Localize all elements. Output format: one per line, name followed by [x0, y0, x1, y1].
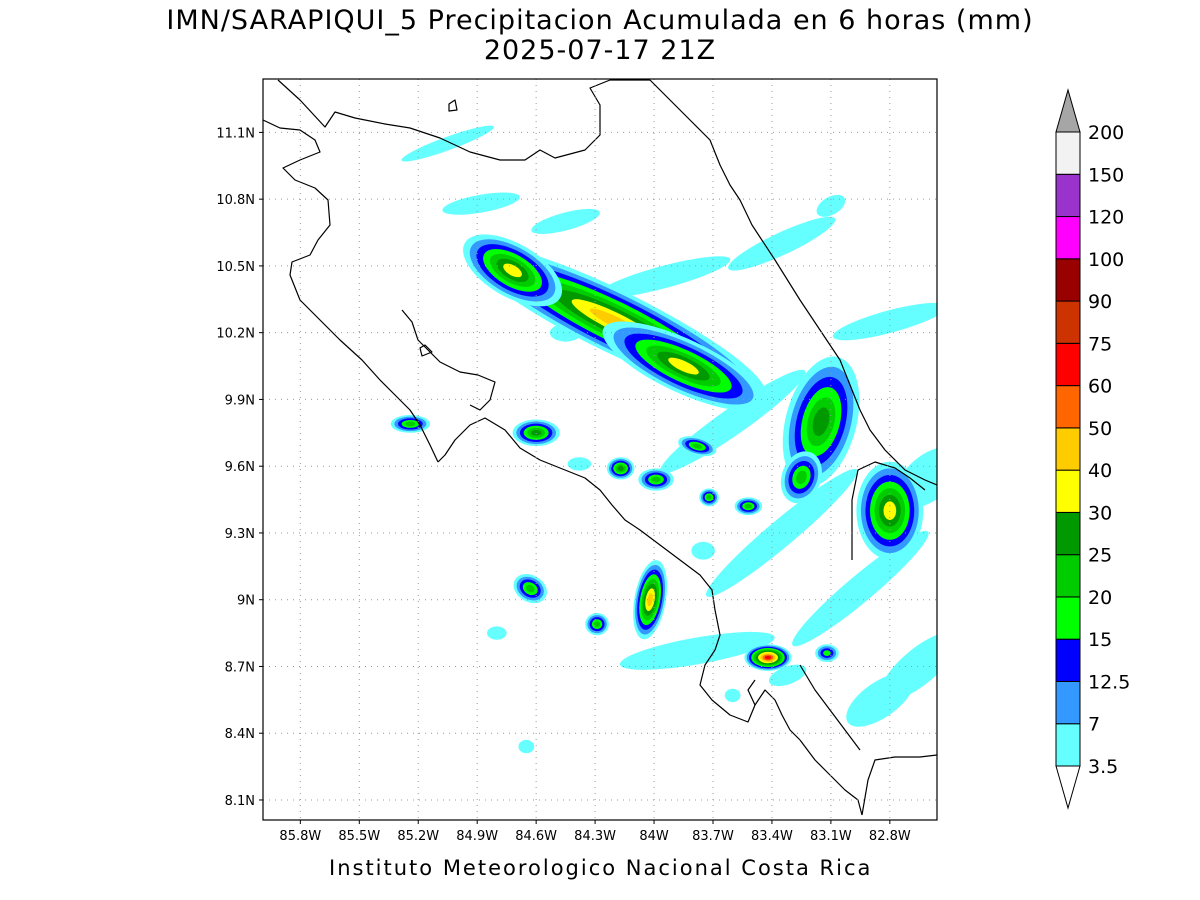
lat-tick-label: 9N — [237, 594, 255, 609]
colorbar-swatch — [1055, 511, 1081, 556]
colorbar-label: 100 — [1088, 249, 1124, 271]
precip-contour — [530, 429, 542, 436]
lat-tick-label: 9.6N — [225, 460, 255, 475]
colorbar-label: 150 — [1088, 164, 1124, 186]
precip-contour — [812, 407, 830, 436]
precip-contour-light — [442, 192, 520, 215]
colorbar-label: 120 — [1088, 207, 1124, 229]
lon-tick-label: 85.2W — [397, 829, 439, 844]
precip-contour — [883, 501, 897, 520]
lat-tick-label: 8.1N — [225, 794, 255, 809]
colorbar-label: 12.5 — [1088, 671, 1130, 693]
lon-tick-label: 84.9W — [456, 829, 498, 844]
colorbar-label: 90 — [1088, 291, 1112, 313]
precip-contour-light — [724, 688, 741, 703]
lat-tick-label: 10.2N — [216, 327, 255, 342]
colorbar-swatch — [1055, 469, 1081, 513]
precip-contour — [503, 263, 522, 278]
colorbar-label: 7 — [1088, 714, 1100, 736]
precip-contour — [692, 443, 703, 449]
lat-tick-label: 11.1N — [216, 126, 255, 141]
lon-tick-label: 83.1W — [810, 829, 852, 844]
colorbar-swatch — [1055, 300, 1081, 344]
colorbar-label: 30 — [1088, 502, 1112, 524]
precip-contour — [593, 621, 601, 628]
precip-contour — [405, 421, 416, 427]
precip-contour-light — [619, 631, 775, 670]
colorbar-legend: 3.5 7 12.5 15 20 25 30 40 50 60 75 90 100 120 150 200 — [1055, 88, 1130, 810]
lon-tick-label: 83.7W — [692, 829, 734, 844]
colorbar-label: 200 — [1088, 122, 1124, 144]
colorbar-label: 15 — [1088, 629, 1112, 651]
precip-contour-light — [597, 256, 731, 298]
colorbar-min-arrow — [1055, 765, 1081, 810]
colorbar-label: 75 — [1088, 333, 1112, 355]
precip-contour-light — [401, 125, 494, 162]
colorbar-swatch — [1055, 258, 1081, 302]
precip-contour-light — [792, 530, 929, 647]
colorbar-swatch — [1055, 131, 1081, 175]
colorbar-label: 60 — [1088, 376, 1112, 398]
precip-contour-light — [567, 457, 592, 471]
precip-contour-light — [728, 216, 836, 271]
map-subtitle-date: 2025-07-17 21Z — [483, 35, 717, 66]
lat-tick-label: 9.3N — [225, 527, 255, 542]
colorbar-swatch — [1055, 554, 1081, 598]
colorbar-swatch — [1055, 173, 1081, 218]
longitude-axis-labels: 85.8W 85.5W 85.2W 84.9W 84.6W 84.3W 84W 83.7W 83… — [279, 820, 911, 844]
precip-contour-light — [832, 302, 937, 341]
precip-contour-light — [706, 468, 858, 597]
lon-tick-label: 83.4W — [751, 829, 793, 844]
precip-contour — [525, 584, 535, 593]
precip-contour — [668, 357, 699, 375]
lat-tick-label: 10.5N — [216, 260, 255, 275]
lon-tick-label: 84W — [639, 829, 669, 844]
map-frame — [262, 78, 938, 821]
colorbar-swatch — [1055, 385, 1081, 429]
colorbar-label: 40 — [1088, 460, 1112, 482]
lat-tick-label: 10.8N — [216, 193, 255, 208]
precip-contour — [796, 470, 807, 485]
colorbar-max-arrow — [1055, 88, 1081, 133]
colorbar-label: 3.5 — [1088, 756, 1118, 778]
precip-contour-light — [531, 208, 600, 234]
lat-lon-grid — [263, 79, 937, 820]
precip-contour-light — [846, 672, 914, 727]
precip-contour-light — [691, 541, 715, 560]
lat-tick-label: 9.9N — [225, 393, 255, 408]
precip-contour-light — [487, 626, 507, 640]
latitude-axis-labels: 11.1N 10.8N 10.5N 10.2N 9.9N 9.6N 9.3N 9N 8.7N 8.… — [216, 126, 263, 809]
lon-tick-label: 82.8W — [869, 829, 911, 844]
lon-tick-label: 84.3W — [574, 829, 616, 844]
map-title: IMN/SARAPIQUI_5 Precipitacion Acumulada … — [166, 5, 1034, 36]
coastline-outline — [263, 79, 937, 816]
precip-contour-light — [768, 664, 807, 687]
precip-contour — [706, 495, 712, 500]
precip-contour — [744, 503, 752, 509]
lon-tick-label: 84.6W — [515, 829, 557, 844]
colorbar-label: 20 — [1088, 587, 1112, 609]
colorbar-swatch — [1055, 342, 1081, 387]
colorbar-swatch — [1055, 638, 1081, 682]
colorbar-swatch — [1055, 427, 1081, 471]
precip-contour — [764, 655, 772, 660]
colorbar-swatch — [1055, 216, 1081, 260]
colorbar-swatch — [1055, 723, 1081, 767]
colorbar-label: 50 — [1088, 418, 1112, 440]
colorbar-swatch — [1055, 680, 1081, 725]
precipitation-field — [390, 125, 937, 754]
precip-contour-light — [518, 739, 535, 754]
colorbar-label: 25 — [1088, 545, 1112, 567]
lat-tick-label: 8.7N — [225, 660, 255, 675]
precip-contour — [823, 650, 831, 656]
colorbar-swatch — [1055, 596, 1081, 640]
lon-tick-label: 85.8W — [279, 829, 321, 844]
footer-credit: Instituto Meteorologico Nacional Costa R… — [329, 856, 873, 880]
precip-contour — [647, 593, 653, 607]
precip-contour — [617, 465, 624, 471]
lat-tick-label: 8.4N — [225, 727, 255, 742]
lon-tick-label: 85.5W — [338, 829, 380, 844]
precip-contour — [651, 476, 661, 483]
